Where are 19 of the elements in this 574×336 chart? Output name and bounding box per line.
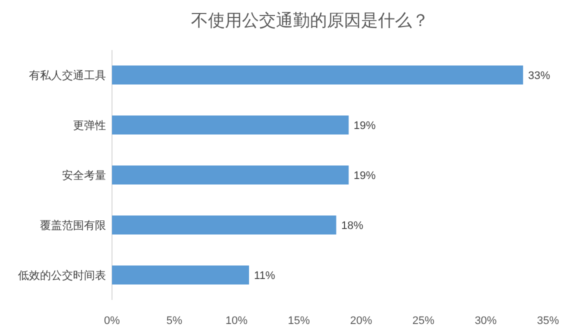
category: 安全考量 [62,170,106,182]
x-tick: 35% [536,315,560,327]
category: 有私人交通工具 [29,70,106,82]
x-tick: 10% [226,315,248,327]
x-tick: 25% [412,315,434,327]
x-tick: 15% [288,315,310,327]
x-tick: 5% [166,315,182,327]
x-tick: 30% [474,315,497,327]
category: 更弹性 [73,120,106,132]
data-label: 33% [528,70,550,82]
data-label: 19% [354,120,376,132]
data-label: 18% [341,220,364,232]
category: 低效的公交时间表 [18,270,106,282]
category: 覆盖范围有限 [40,220,106,232]
x-tick: 0% [104,315,120,327]
x-tick: 20% [350,315,372,327]
data-label: 11% [254,270,276,282]
title: 不使用公交通勤的原因是什么？ [191,11,429,30]
data-label: 19% [354,170,376,182]
